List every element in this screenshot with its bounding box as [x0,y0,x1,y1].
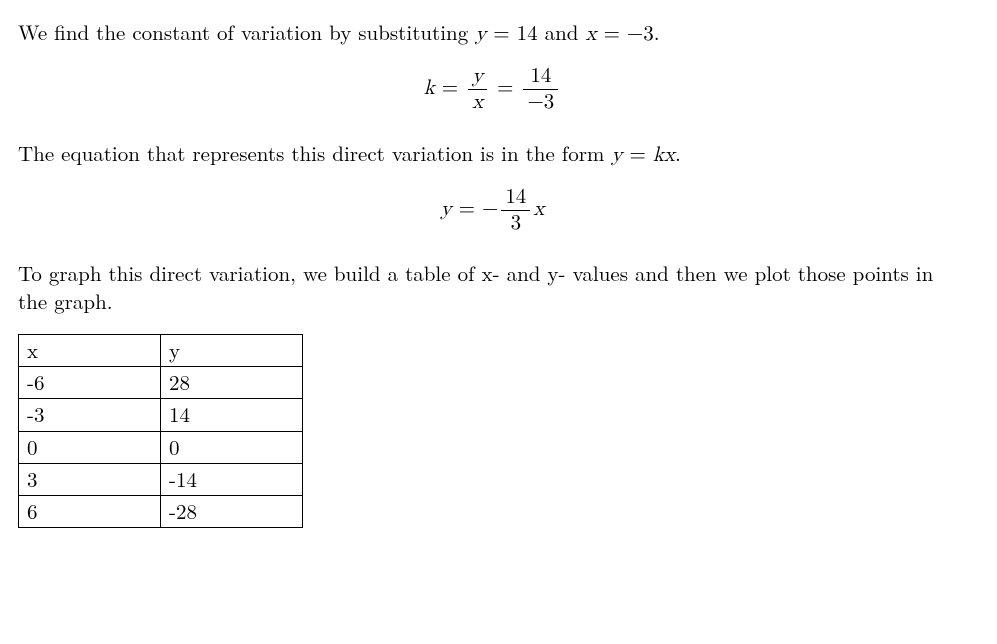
eq2-x: x [533,199,544,220]
form-kx: kx [653,145,675,166]
table-row: -6 28 [19,367,303,399]
text-intro-a: We find the constant of variation by sub… [18,17,475,47]
eq2-neg: − [482,199,498,220]
table-row: -3 14 [19,399,303,431]
table-row: 3 -14 [19,463,303,495]
table-cell: -3 [19,399,161,431]
table-header-y: y [161,334,303,366]
table-cell: -6 [19,367,161,399]
table-row: x y [19,334,303,366]
math-xval: −3 [627,24,654,45]
text-form-b: . [675,138,681,168]
table-header-x: x [19,334,161,366]
table-cell: -14 [161,463,303,495]
text-intro-c: . [654,17,660,47]
math-y: y [475,24,486,45]
table-cell: 3 [19,463,161,495]
eq2-eq: = [452,199,482,220]
eq2-num: 14 [501,186,530,211]
text-form-a: The equation that represents this direct… [18,138,611,168]
table-cell: -28 [161,496,303,528]
text-intro-b: and [538,17,586,47]
eq1-frac1-num: y [468,65,487,90]
table-row: 6 -28 [19,496,303,528]
eq2-frac: 143 [501,186,530,235]
eq2-y: y [441,199,452,220]
equation-k: k = yx = 14−3 [18,65,967,114]
eq1-k: k [424,78,435,99]
eq1-eq2: = [490,78,520,99]
eq1-frac1: yx [468,65,487,114]
math-xeq: = [597,17,627,47]
table-cell: 28 [161,367,303,399]
eq2-den: 3 [501,211,530,235]
table-cell: 0 [161,431,303,463]
eq1-frac2-den: −3 [523,90,558,114]
paragraph-form: The equation that represents this direct… [18,139,967,170]
table-row: 0 0 [19,431,303,463]
table-cell: 14 [161,399,303,431]
math-yeq: = 14 [486,17,537,47]
math-x: x [585,24,596,45]
table-cell: 0 [19,431,161,463]
eq1-frac1-den: x [468,90,487,114]
form-y: y [611,145,622,166]
equation-y: y = −143x [18,186,967,235]
xy-table: x y -6 28 -3 14 0 0 3 -14 6 -28 [18,334,303,529]
form-eq: = [623,138,653,168]
paragraph-intro: We find the constant of variation by sub… [18,18,967,49]
paragraph-graph: To graph this direct variation, we build… [18,259,967,316]
table-cell: 6 [19,496,161,528]
eq1-frac2: 14−3 [523,65,558,114]
eq1-eq1: = [435,78,465,99]
eq1-frac2-num: 14 [523,65,558,90]
